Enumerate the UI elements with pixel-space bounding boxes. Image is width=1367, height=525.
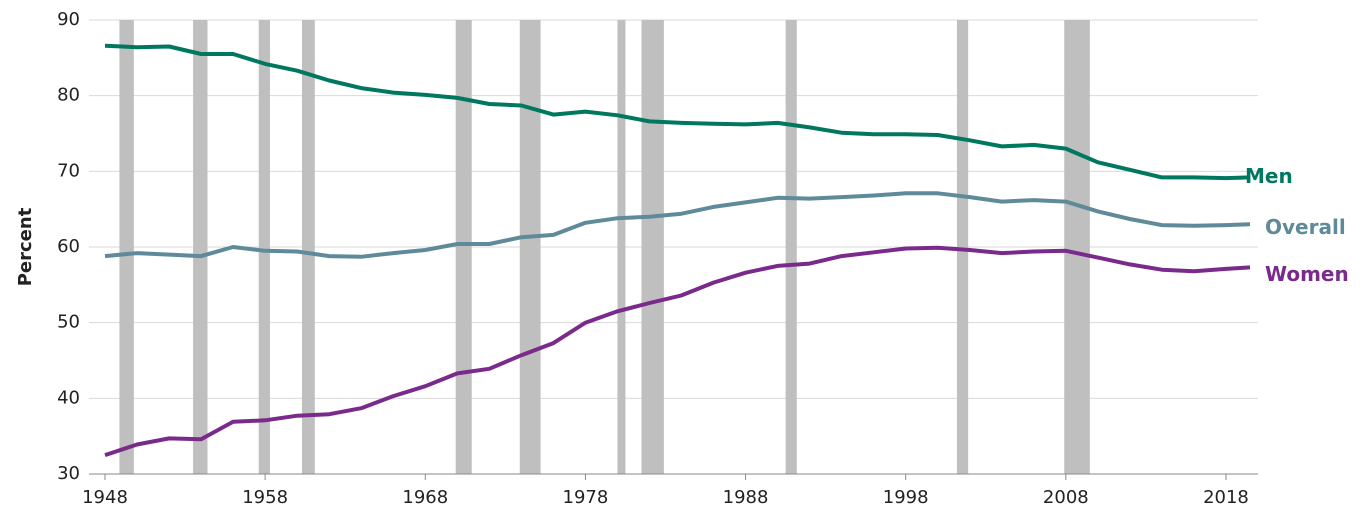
series-label: Men [1245, 164, 1293, 188]
recession-band [193, 20, 208, 474]
series-label: Overall [1265, 215, 1346, 239]
recession-band [455, 20, 472, 474]
y-tick-label: 50 [57, 312, 80, 333]
y-axis-label: Percent [15, 207, 36, 286]
recession-band [956, 20, 969, 474]
recession-band [641, 20, 664, 474]
recession-band [1064, 20, 1090, 474]
x-tick-label: 1968 [402, 487, 448, 508]
series-line [104, 245, 1251, 457]
y-tick-label: 90 [57, 9, 80, 30]
series-line [104, 43, 1251, 181]
x-tick-label: 2008 [1043, 487, 1089, 508]
recession-band [519, 20, 541, 474]
y-tick-label: 70 [57, 160, 80, 181]
y-tick-label: 80 [57, 85, 80, 106]
recession-band [301, 20, 315, 474]
recession-band [119, 20, 134, 474]
x-tick-label: 1988 [723, 487, 769, 508]
x-tick-label: 1978 [563, 487, 609, 508]
recession-band [258, 20, 270, 474]
x-tick-label: 1998 [883, 487, 929, 508]
recession-band [617, 20, 626, 474]
x-tick-label: 1948 [82, 487, 128, 508]
y-tick-label: 40 [57, 387, 80, 408]
y-tick-label: 60 [57, 236, 80, 257]
series-label: Women [1265, 262, 1349, 286]
x-tick-label: 1958 [242, 487, 288, 508]
recession-band [785, 20, 797, 474]
y-tick-label: 30 [57, 463, 80, 484]
series-line [104, 191, 1251, 259]
x-tick-label: 2018 [1203, 487, 1249, 508]
